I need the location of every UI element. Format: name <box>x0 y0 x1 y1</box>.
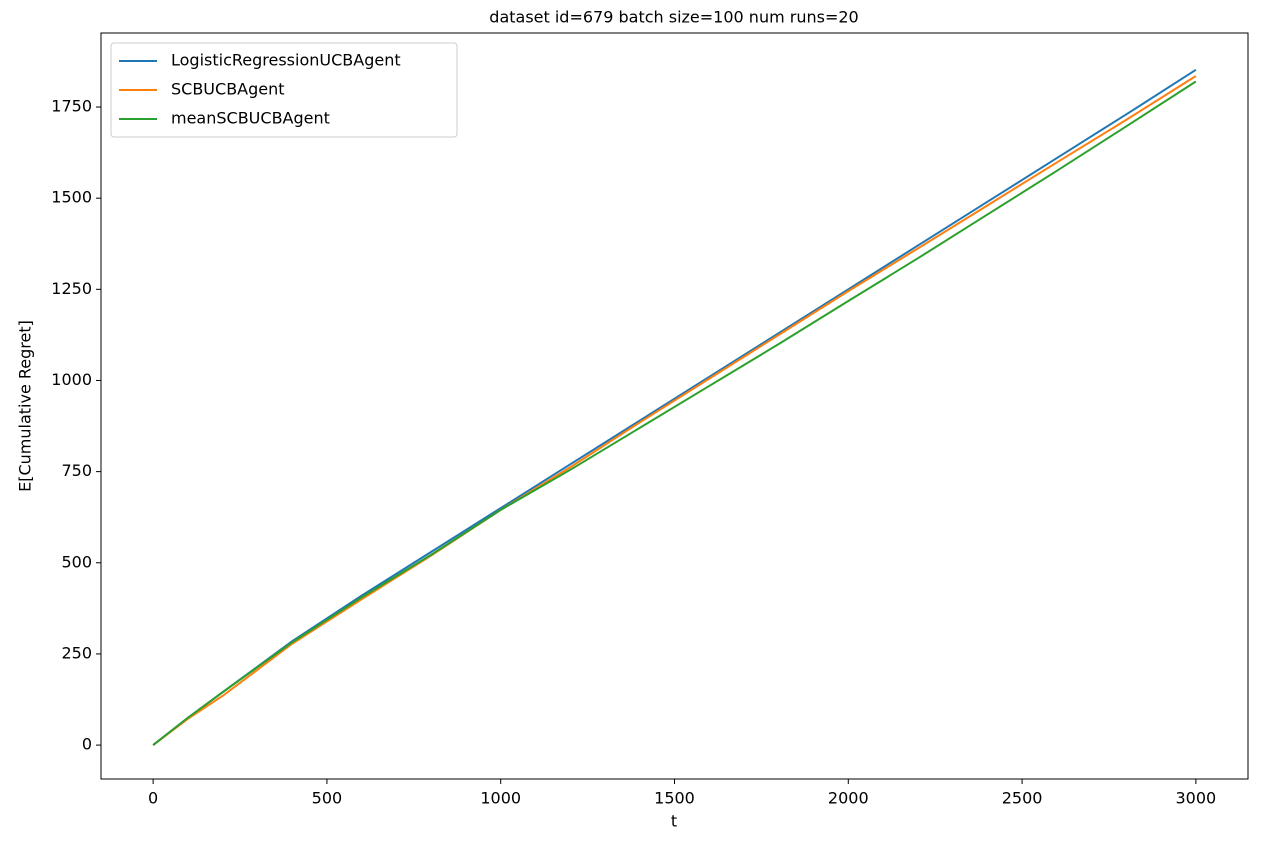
series-line <box>152 80 1197 746</box>
y-tick-label: 1500 <box>51 188 92 207</box>
y-tick-label: 250 <box>61 643 92 662</box>
y-tick-label: 1000 <box>51 370 92 389</box>
y-tick-label: 500 <box>61 552 92 571</box>
y-tick-label: 1250 <box>51 279 92 298</box>
x-tick-label: 3000 <box>1176 789 1217 808</box>
x-tick-label: 2500 <box>1002 789 1043 808</box>
y-tick-label: 750 <box>61 461 92 480</box>
legend-box <box>110 42 458 138</box>
legend-label: SCBUCBAgent <box>171 80 285 99</box>
x-tick-label: 2000 <box>828 789 869 808</box>
series-line <box>152 75 1197 746</box>
y-tick-label: 1750 <box>51 97 92 116</box>
x-tick-label: 1000 <box>480 789 521 808</box>
plot-frame <box>100 32 1249 780</box>
x-axis-label: t <box>671 812 677 831</box>
legend-label: meanSCBUCBAgent <box>171 109 330 128</box>
x-tick-label: 500 <box>312 789 343 808</box>
legend: LogisticRegressionUCBAgent SCBUCBAgent mea… <box>110 42 458 138</box>
x-tick-label: 1500 <box>654 789 695 808</box>
y-axis-label: E[Cumulative Regret] <box>16 320 35 492</box>
y-tick-label: 0 <box>82 735 92 754</box>
legend-label: LogisticRegressionUCBAgent <box>171 51 401 70</box>
x-tick-label: 0 <box>148 789 158 808</box>
chart-title: dataset id=679 batch size=100 num runs=2… <box>489 8 858 27</box>
